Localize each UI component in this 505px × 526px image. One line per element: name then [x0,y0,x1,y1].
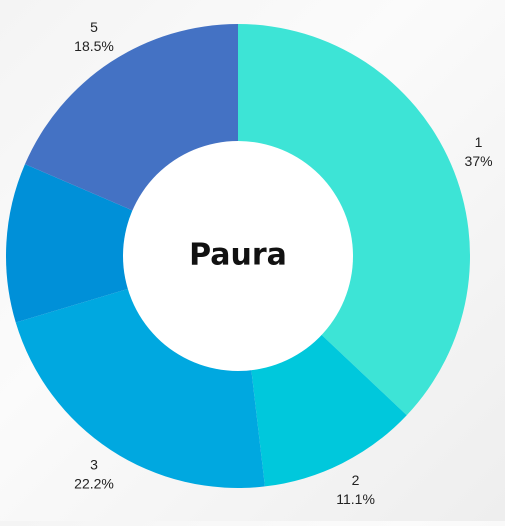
slice-category: 3 [90,457,98,473]
slice-category: 2 [352,472,360,488]
slice-value-label: 18.5% [74,38,114,54]
slice-value-label: 22.2% [74,476,114,492]
slices [5,24,470,488]
donut-hole [123,141,353,371]
slice [238,24,470,416]
chart-title: Paura [189,238,287,273]
slice [5,164,238,323]
slice-value-label: 37% [465,153,493,169]
slice-value-label: 11.1% [336,491,375,507]
slice-category: 1 [475,134,483,150]
slice-category: 5 [90,19,98,35]
